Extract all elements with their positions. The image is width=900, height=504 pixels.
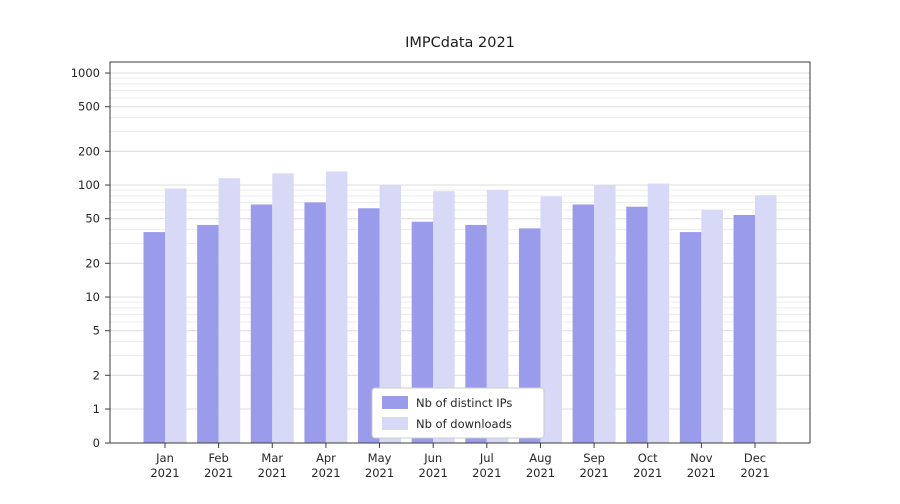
x-tick-label: Sep 2021 xyxy=(579,451,608,480)
y-tick-label: 100 xyxy=(78,178,100,192)
bar-series1-nov xyxy=(701,209,723,443)
bar-series1-oct xyxy=(647,183,670,443)
bar-series0-nov xyxy=(679,232,702,443)
bar-series0-jan xyxy=(143,232,165,443)
bar-series1-jul xyxy=(486,190,509,443)
x-tick-label: Aug 2021 xyxy=(526,451,555,480)
x-tick-label: Apr 2021 xyxy=(311,451,340,480)
y-tick-label: 2 xyxy=(93,368,100,382)
bar-series0-sep xyxy=(572,204,595,443)
legend-swatch-distinct-ips xyxy=(382,396,408,409)
bar-series0-apr xyxy=(304,202,326,443)
bar-series1-mar xyxy=(272,173,294,444)
legend-swatch-downloads xyxy=(382,417,408,430)
y-tick-label: 1 xyxy=(93,402,100,416)
y-tick-label: 500 xyxy=(78,100,100,114)
x-tick-label: Mar 2021 xyxy=(258,451,287,480)
x-tick-label: Feb 2021 xyxy=(204,451,233,480)
bar-series1-sep xyxy=(594,185,616,443)
legend-label-downloads: Nb of downloads xyxy=(416,417,512,431)
bar-series0-mar xyxy=(250,204,273,443)
bar-series1-feb xyxy=(218,178,241,443)
axes-layer: 0 1 2 5 10 20 50 100 200 500 1000 Jan 2021 Feb 2021 Mar… xyxy=(71,66,770,480)
x-tick-label: Oct 2021 xyxy=(633,451,662,480)
y-tick-label: 0 xyxy=(93,436,100,450)
bar-series1-aug xyxy=(540,196,562,443)
x-tick-label: Dec 2021 xyxy=(740,451,769,480)
x-tick-label: Nov 2021 xyxy=(687,451,716,480)
x-tick-label: Jul 2021 xyxy=(472,451,501,480)
bar-series1-jun xyxy=(433,191,455,443)
bar-series0-oct xyxy=(626,206,648,443)
chart-title: IMPCdata 2021 xyxy=(405,35,515,51)
x-tick-label: Jun 2021 xyxy=(419,451,448,480)
y-tick-label: 10 xyxy=(85,290,100,304)
bar-series1-apr xyxy=(325,171,348,443)
legend-box xyxy=(371,387,545,439)
bar-series0-dec xyxy=(733,214,755,443)
x-tick-label: Jan 2021 xyxy=(150,451,179,480)
bar-series1-jan xyxy=(165,188,187,443)
bar-series1-may xyxy=(379,185,402,443)
legend: Nb of distinct IPs Nb of downloads xyxy=(371,387,545,439)
y-tick-label: 1000 xyxy=(71,66,100,80)
y-tick-label: 20 xyxy=(85,256,100,270)
legend-label-distinct-ips: Nb of distinct IPs xyxy=(416,396,512,410)
bar-series0-may xyxy=(358,208,380,443)
y-tick-label: 5 xyxy=(93,324,100,338)
bar-series1-dec xyxy=(755,195,777,443)
x-tick-label: May 2021 xyxy=(365,451,394,480)
y-tick-label: 200 xyxy=(78,144,100,158)
y-tick-label: 50 xyxy=(85,212,100,226)
plot-border xyxy=(109,61,811,444)
bar-series0-feb xyxy=(197,224,219,443)
